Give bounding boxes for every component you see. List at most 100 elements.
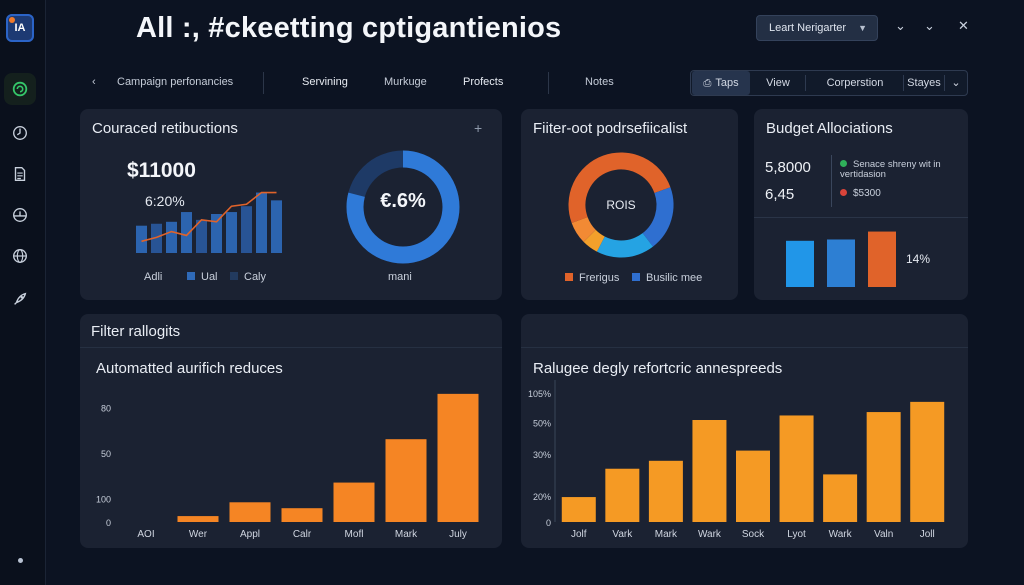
budget-bar [786, 240, 814, 287]
legend-swatch [230, 272, 238, 280]
attribution-sub-value: 6:20% [145, 193, 185, 209]
tab-stayes[interactable]: Stayes [907, 77, 941, 89]
view-tab-group: ⎙ Taps View Corperstion Stayes ⌄ [690, 70, 968, 96]
attribution-donut [346, 150, 460, 264]
clock-icon[interactable] [9, 122, 31, 144]
bar [910, 401, 945, 522]
filter-rallogits-title: Filter rallogits [91, 323, 181, 340]
rocket-icon[interactable] [9, 288, 31, 310]
y-tick-label: 0 [546, 518, 551, 528]
bar [333, 482, 375, 522]
donut-label: mani [388, 271, 412, 283]
tag-icon: ⎙ [703, 78, 712, 89]
legend-item: Caly [230, 271, 266, 283]
budget-bar [827, 239, 855, 287]
bar [605, 468, 640, 522]
budget-title: Budget Allociations [766, 120, 893, 137]
toolbar: ‹ Campaign perfonancies Servining Murkug… [80, 70, 970, 96]
filter-pod-title: Fiiter-oot podrsefiicalist [533, 120, 688, 137]
legend-swatch [565, 273, 573, 281]
ralugee-card: Ralugee degly refortcric annespreeds 0 20… [521, 314, 968, 548]
document-icon[interactable] [9, 163, 31, 185]
chart-title: Automatted aurifich reduces [96, 360, 283, 377]
legend-swatch [632, 273, 640, 281]
bar [779, 415, 814, 522]
legend-label: Adli [144, 271, 163, 283]
app-logo[interactable]: IA [6, 14, 34, 42]
legend-item: Busilic mee [632, 272, 702, 284]
legend-item: Senace shreny wit in vertidasion [840, 160, 960, 180]
legend-label: Ual [201, 271, 218, 283]
window-collapse-button[interactable]: ⌄ [895, 18, 906, 33]
x-tick-label: Joll [920, 529, 935, 540]
legend-label: Frerigus [579, 272, 620, 284]
y-tick-label: 50% [533, 418, 551, 428]
x-tick-label: AOI [137, 529, 154, 540]
mini-bar [256, 192, 267, 253]
y-tick-label: 105% [528, 389, 551, 399]
nav-item-servining[interactable]: Servining [302, 76, 348, 88]
budget-bar-chart [786, 231, 896, 287]
mini-bar [181, 212, 192, 253]
chevron-down-icon[interactable]: ⌄ [951, 77, 961, 89]
pie-segment [568, 152, 674, 258]
budget-divider [831, 155, 832, 207]
attribution-title: Couraced retibuctions [92, 120, 238, 137]
filter-pod-card: Fiiter-oot podrsefiicalist ROIS Frerigus… [521, 109, 738, 300]
legend-label: Caly [244, 271, 267, 283]
legend-label: $5300 [853, 188, 881, 199]
x-tick-label: Lyot [787, 529, 806, 540]
mini-bar [151, 223, 162, 253]
nav-item-murkuge[interactable]: Murkuge [384, 76, 427, 88]
x-tick-label: Appl [240, 529, 260, 540]
tab-corperstion[interactable]: Corperstion [826, 77, 884, 89]
logo-dot [9, 17, 15, 23]
filter-rallogits-card: Filter rallogits Automatted aurifich red… [80, 314, 502, 548]
nav-item-profects[interactable]: Profects [463, 76, 504, 88]
back-icon[interactable]: ‹ [92, 76, 96, 88]
tab-taps[interactable]: ⎙ Taps [692, 71, 750, 95]
mini-bar [241, 206, 252, 253]
x-tick-label: Valn [874, 529, 893, 540]
nav-item-notes[interactable]: Notes [585, 76, 614, 88]
ralugee-bar-chart: 0 20% 30% 50% 105% Jolf Vark Mark Wark Sock Lyot Wa… [528, 380, 945, 540]
pie-segment [568, 152, 674, 258]
bar [866, 412, 901, 522]
window-expand-button[interactable]: ⌄ [924, 18, 935, 33]
analytics-icon[interactable] [4, 73, 36, 105]
legend-swatch [840, 160, 847, 167]
filter-pod-donut [568, 152, 674, 258]
window-close-button[interactable]: ✕ [958, 18, 969, 33]
budget-card: Budget Allociations 5,8000 6,45 Senace s… [754, 109, 968, 300]
x-tick-label: Mark [395, 529, 418, 540]
mini-bar [166, 221, 177, 253]
breadcrumb[interactable]: Campaign perfonancies [117, 76, 234, 88]
card-header [80, 314, 502, 348]
bar [281, 508, 323, 522]
mini-bar [211, 214, 222, 253]
bar [736, 450, 770, 522]
tab-divider [944, 75, 945, 91]
attribution-mini-chart [136, 191, 282, 253]
manager-select[interactable]: Leart Nerigarter ▼ [756, 15, 878, 41]
tab-view[interactable]: View [766, 77, 790, 89]
legend-swatch [187, 272, 195, 280]
toolbar-divider [263, 72, 264, 94]
legend-item: $5300 [840, 188, 881, 199]
bar [177, 516, 219, 522]
x-tick-label: Sock [742, 529, 765, 540]
budget-bar [868, 231, 896, 287]
mini-bar [226, 212, 237, 253]
globe-icon[interactable] [9, 245, 31, 267]
page-title: All :, #ckeetting cptigantienios [136, 12, 562, 44]
y-tick-label: 20% [533, 492, 551, 502]
budget-value-1: 5,8000 [765, 159, 811, 176]
gauge-icon[interactable] [9, 204, 31, 226]
x-tick-label: Mofl [345, 529, 364, 540]
x-tick-label: Jolf [571, 529, 587, 540]
x-tick-label: July [449, 529, 467, 540]
donut-progress-arc [346, 150, 460, 264]
add-icon[interactable]: + [474, 120, 483, 136]
x-tick-label: Wark [698, 529, 722, 540]
attribution-card: Couraced retibuctions + $11000 6:20% Adl… [80, 109, 502, 300]
